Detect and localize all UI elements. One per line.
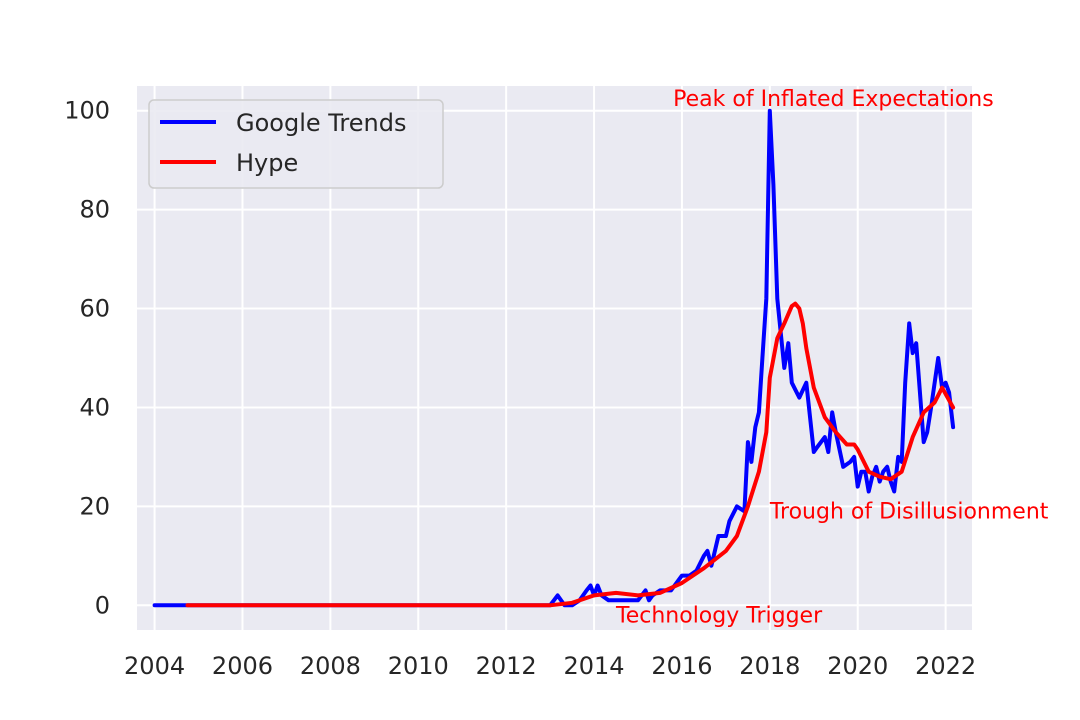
annotations: Peak of Inflated Expectations Trough of D… — [615, 87, 1049, 629]
y-tick-label: 80 — [79, 196, 110, 224]
y-tick-label: 0 — [95, 591, 110, 619]
x-tick-label: 2020 — [827, 652, 888, 680]
x-tick-label: 2008 — [300, 652, 361, 680]
x-tick-label: 2018 — [739, 652, 800, 680]
x-tick-label: 2004 — [124, 652, 185, 680]
annotation-label: Technology Trigger — [615, 604, 823, 629]
x-tick-label: 2016 — [651, 652, 712, 680]
legend-box — [148, 99, 444, 189]
x-tick-label: 2012 — [476, 652, 537, 680]
series-lines — [152, 108, 956, 608]
annotation-label: Peak of Inflated Expectations — [673, 87, 994, 112]
x-tick-label: 2006 — [212, 652, 273, 680]
y-tick-label: 60 — [79, 295, 110, 323]
y-tick-label: 40 — [79, 393, 110, 421]
y-tick-label: 20 — [79, 492, 110, 520]
legend: Google Trends Hype — [148, 99, 444, 189]
y-tick-label: 100 — [64, 97, 110, 125]
legend-label-google-trends: Google Trends — [236, 109, 406, 137]
x-tick-label: 2022 — [915, 652, 976, 680]
legend-label-hype: Hype — [236, 149, 298, 177]
series-line-hype — [185, 301, 956, 608]
series-line-google-trends — [152, 108, 956, 608]
tick-labels: 2004 2006 2008 2010 2012 2014 2016 2018 2020 2022… — [64, 97, 976, 680]
x-tick-label: 2010 — [388, 652, 449, 680]
x-tick-label: 2014 — [564, 652, 625, 680]
annotation-label: Trough of Disillusionment — [769, 500, 1049, 525]
